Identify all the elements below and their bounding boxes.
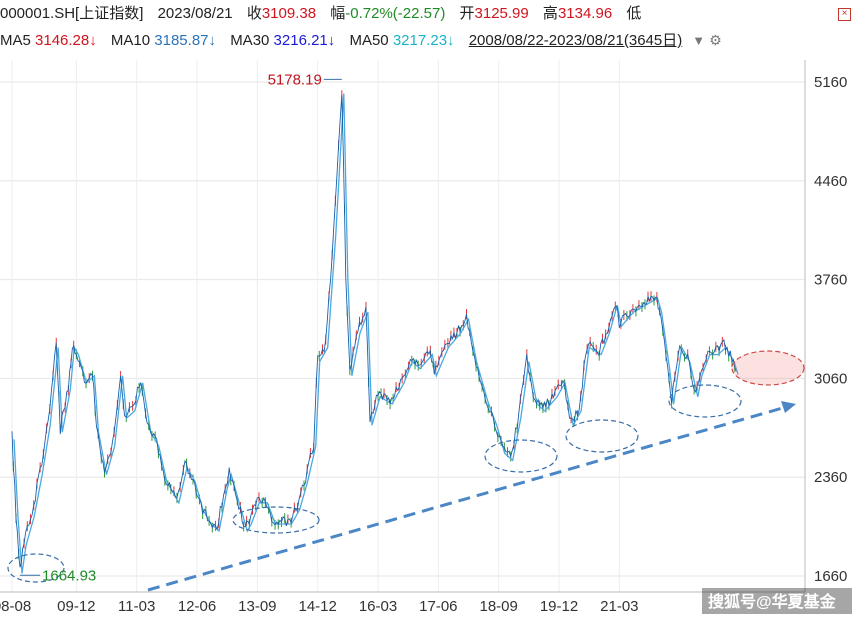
- moving-average-line: [13, 93, 739, 574]
- watermark-background: [702, 588, 852, 614]
- candle-bars: [12, 90, 736, 567]
- y-tick-label: 2360: [814, 469, 847, 486]
- ma5-value: 3146.28↓: [35, 32, 97, 49]
- support-ellipses: [7, 350, 805, 583]
- y-axis-ticks: 1660 2360 3060 3760 4460 5160: [814, 74, 847, 585]
- gear-icon[interactable]: ⚙: [709, 32, 722, 48]
- close-label: 收: [246, 5, 262, 22]
- y-tick-label: 3760: [814, 272, 847, 289]
- x-tick-label: 18-09: [479, 598, 517, 615]
- high-value: 3134.96: [557, 5, 613, 22]
- chevron-down-icon[interactable]: ▼: [692, 33, 706, 48]
- low-label: 低: [626, 5, 642, 22]
- x-tick-label: 17-06: [419, 598, 457, 615]
- y-tick-label: 4460: [814, 173, 847, 190]
- peak-label: 5178.19: [268, 71, 322, 88]
- ma50-label: MA50: [349, 32, 389, 49]
- support-ellipse: [7, 553, 65, 583]
- y-tick-label: 3060: [814, 370, 847, 387]
- annotations: 5178.19 1664.93: [20, 71, 342, 584]
- grid-lines: [0, 60, 805, 592]
- change-label: 幅: [330, 5, 346, 22]
- x-tick-label: 12-06: [178, 598, 216, 615]
- trough-label: 1664.93: [42, 567, 96, 584]
- high-label: 高: [542, 5, 558, 22]
- x-tick-label: 14-12: [298, 598, 336, 615]
- y-tick-label: 1660: [814, 568, 847, 585]
- arrow-head: [781, 401, 796, 413]
- y-tick-label: 5160: [814, 74, 847, 91]
- x-tick-label: 09-12: [57, 598, 95, 615]
- support-ellipse: [232, 506, 320, 534]
- ma-header-row: MA5 3146.28↓ MA10 3185.87↓ MA30 3216.21↓…: [0, 28, 865, 52]
- current-level-ellipse: [731, 350, 805, 386]
- support-ellipse: [668, 384, 742, 418]
- x-tick-label: 13-09: [238, 598, 276, 615]
- x-axis-ticks: 08-08 09-12 11-03 12-06 13-09 14-12 16-03 17-06…: [0, 598, 639, 615]
- watermark-text: 搜狐号@华夏基金: [708, 592, 837, 611]
- x-tick-label: 19-12: [540, 598, 578, 615]
- trend-arrow: [147, 401, 796, 592]
- change-value: -0.72%(-22.57): [345, 5, 446, 22]
- open-label: 开: [459, 5, 475, 22]
- date-range-selector[interactable]: 2008/08/22-2023/08/21(3645日): [468, 32, 683, 49]
- ma30-value: 3216.21↓: [273, 32, 336, 49]
- x-tick-label: 11-03: [118, 598, 155, 615]
- price-line: [11, 95, 737, 568]
- ma30-label: MA30: [230, 32, 270, 49]
- date-label: 2023/08/21: [157, 5, 233, 22]
- ma10-label: MA10: [110, 32, 151, 49]
- support-ellipse: [484, 439, 558, 473]
- x-tick-label: 08-08: [0, 598, 31, 615]
- quote-header-row: 000001.SH[上证指数] 2023/08/21 收3109.38 幅-0.…: [0, 2, 865, 26]
- close-value: 3109.38: [261, 5, 317, 22]
- trend-line: [147, 405, 787, 592]
- x-tick-label: 21-03: [600, 598, 638, 615]
- x-tick-label: 16-03: [359, 598, 397, 615]
- close-icon[interactable]: ×: [838, 8, 851, 21]
- support-ellipse: [565, 419, 639, 453]
- ma10-value: 3185.87↓: [154, 32, 217, 49]
- symbol-label: 000001.SH[上证指数]: [0, 5, 144, 22]
- ma5-label: MA5: [0, 32, 31, 49]
- ma50-value: 3217.23↓: [392, 32, 455, 49]
- open-value: 3125.99: [474, 5, 529, 22]
